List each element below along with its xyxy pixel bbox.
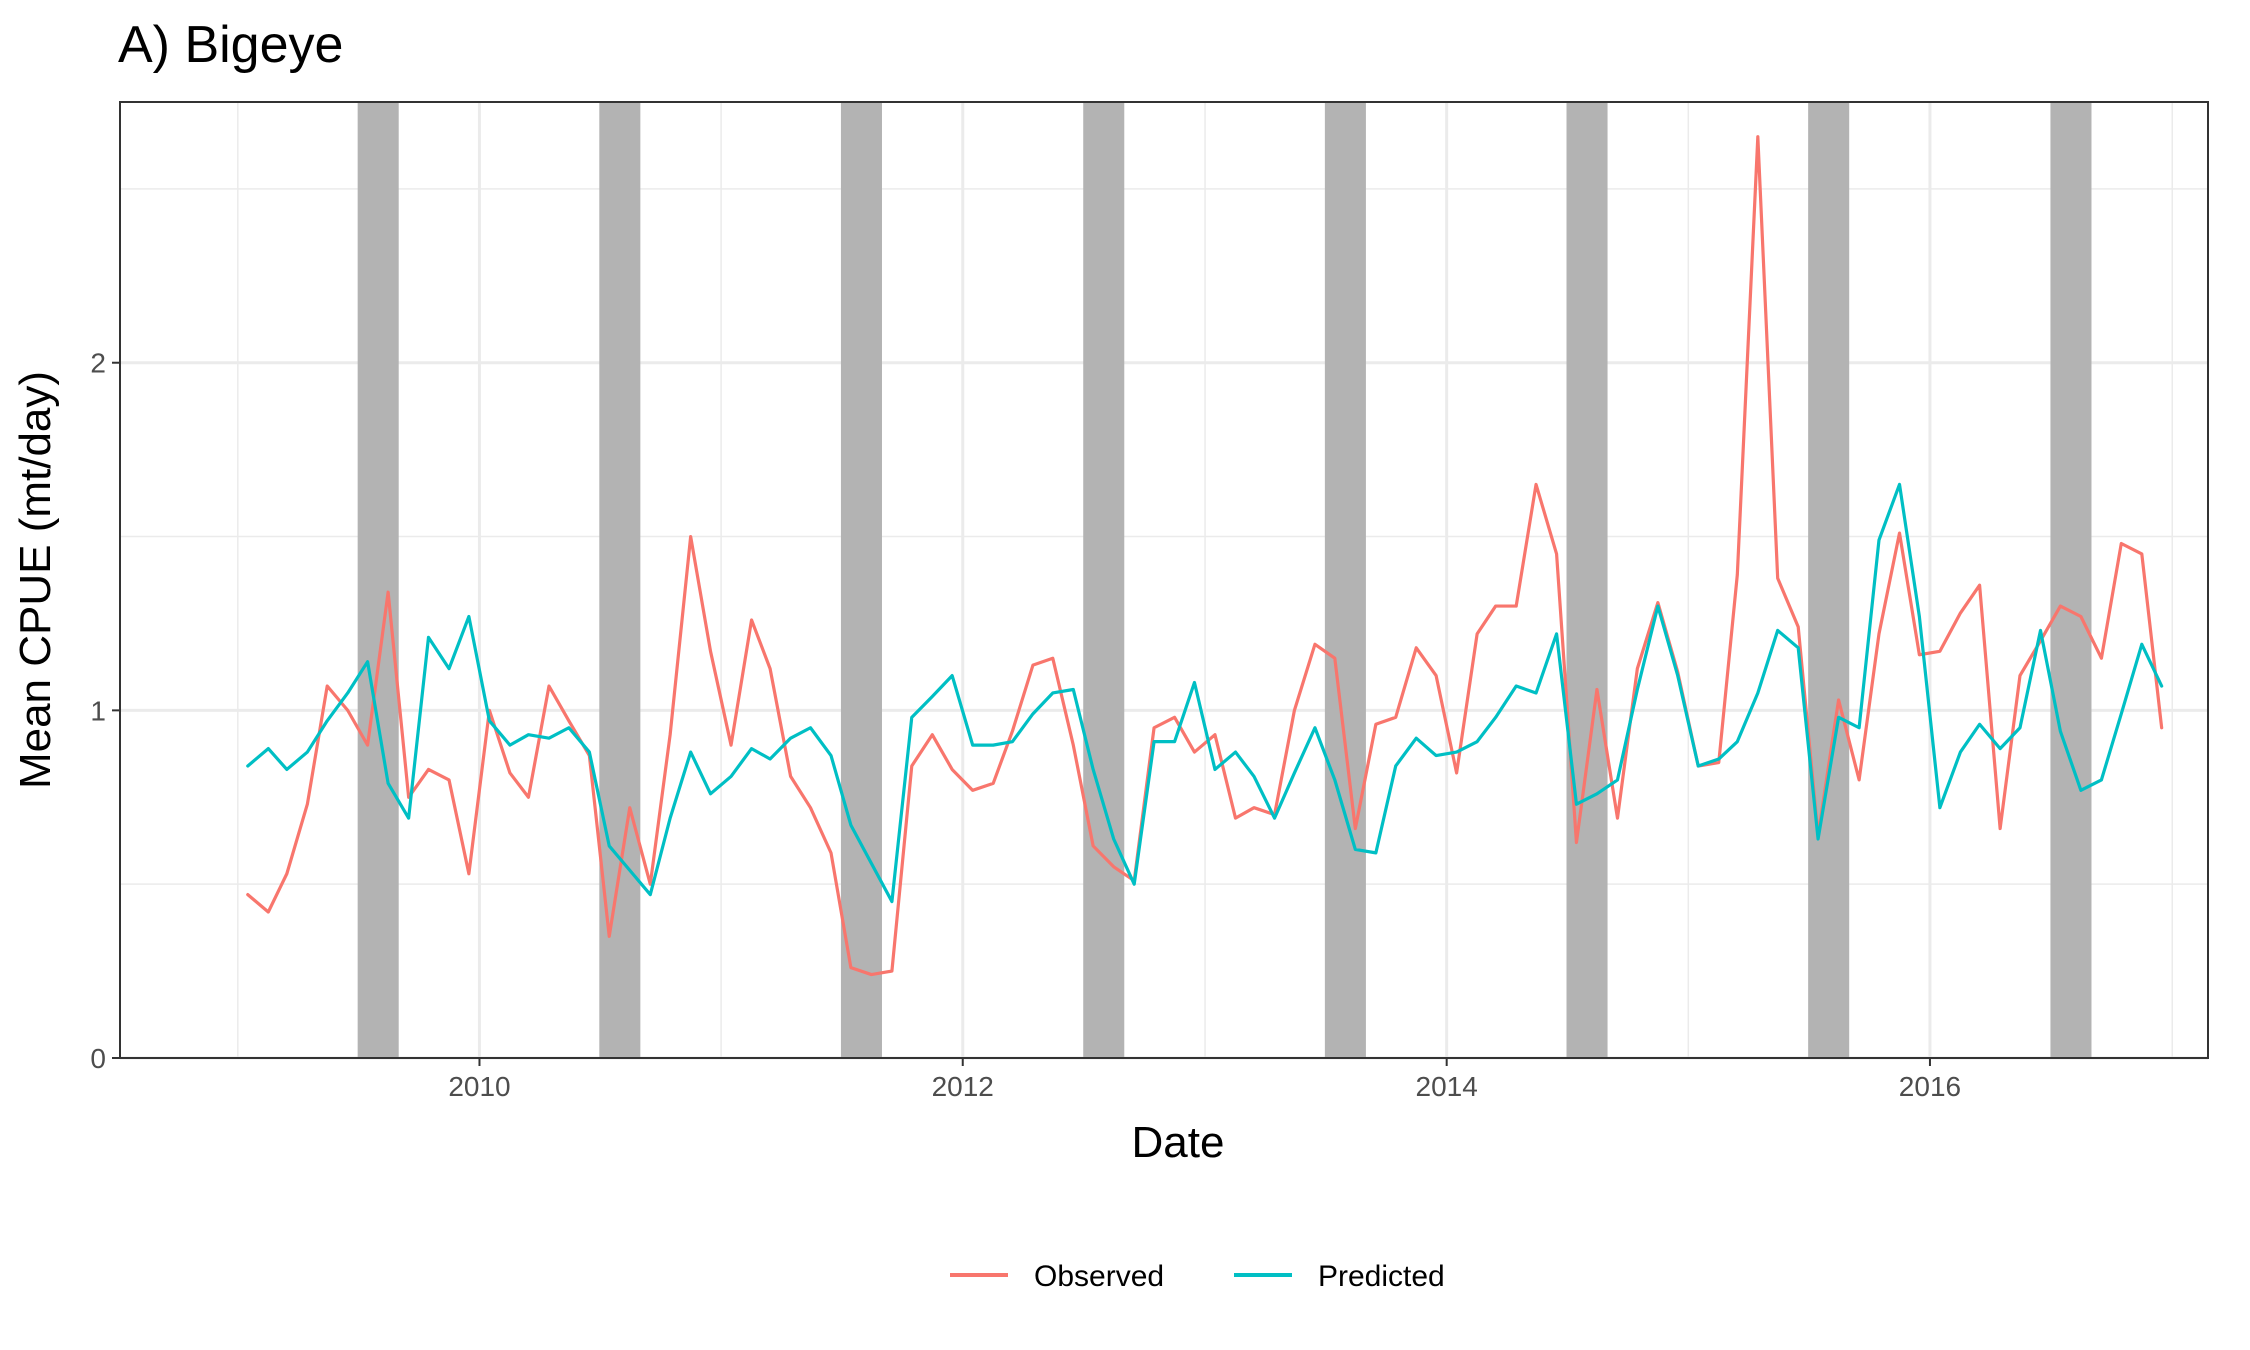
grid-minor <box>120 102 2208 1058</box>
y-tick-label: 0 <box>90 1043 106 1074</box>
shaded-period <box>1566 102 1608 1058</box>
shaded-period <box>2050 102 2092 1058</box>
legend-label: Predicted <box>1318 1260 1445 1293</box>
y-axis: 0 1 2 <box>90 348 120 1074</box>
plot-border <box>119 101 2209 1059</box>
series-line-predicted <box>246 482 2164 904</box>
plot-panel <box>120 102 2208 1058</box>
shaded-period <box>1083 102 1125 1058</box>
y-tick-label: 1 <box>90 695 106 726</box>
x-tick-label: 2010 <box>448 1071 510 1102</box>
x-tick-label: 2016 <box>1899 1071 1961 1102</box>
shaded-period <box>1324 102 1366 1058</box>
x-tick-label: 2012 <box>932 1071 994 1102</box>
chart-title: A) Bigeye <box>118 16 343 74</box>
legend-label: Observed <box>1034 1260 1164 1293</box>
y-axis-title: Mean CPUE (mt/day) <box>11 371 60 789</box>
legend-item-observed: Observed <box>950 1260 1164 1293</box>
legend: Observed Predicted <box>950 1260 1445 1293</box>
y-tick-label: 2 <box>90 348 106 379</box>
series-line-observed <box>246 135 2164 977</box>
x-axis-title: Date <box>1132 1118 1225 1167</box>
x-tick-label: 2014 <box>1416 1071 1478 1102</box>
legend-item-predicted: Predicted <box>1234 1260 1445 1293</box>
x-axis: 2010 2012 2014 2016 <box>448 1058 1961 1102</box>
shaded-period <box>1808 102 1850 1058</box>
series-lines <box>246 135 2164 977</box>
shaded-period <box>357 102 399 1058</box>
shaded-period <box>840 102 882 1058</box>
